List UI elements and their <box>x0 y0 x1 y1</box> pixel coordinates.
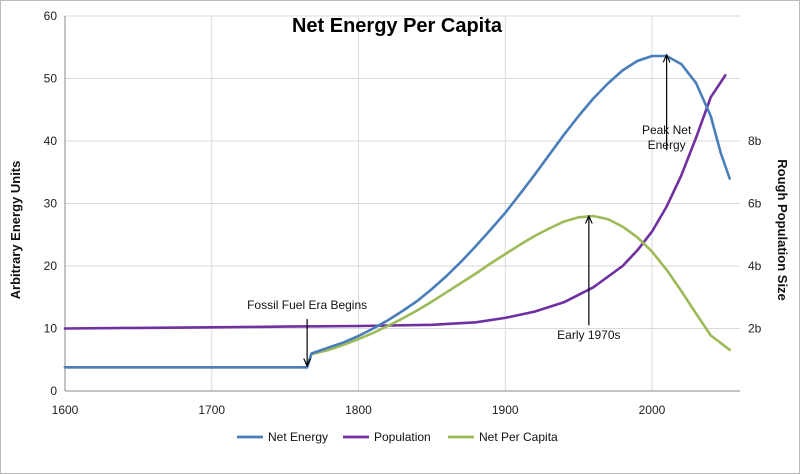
y-tick-label: 60 <box>44 9 58 23</box>
legend-label: Population <box>374 430 431 444</box>
x-tick-label: 1700 <box>198 403 225 417</box>
y2-tick-label: 2b <box>748 322 762 336</box>
legend: Net Energy Population Net Per Capita <box>237 430 558 444</box>
y-tick-label: 20 <box>44 259 58 273</box>
y-tick-label: 0 <box>50 384 57 398</box>
y2-tick-label: 4b <box>748 259 762 273</box>
legend-label: Net Per Capita <box>479 430 558 444</box>
y2-tick-label: 8b <box>748 134 762 148</box>
y-tick-label: 40 <box>44 134 58 148</box>
x-tick-label: 1800 <box>345 403 372 417</box>
y2-axis-title: Rough Population Size <box>775 159 790 301</box>
early-1970s-annotation: Early 1970s <box>557 216 621 342</box>
annotation-label: Peak Net <box>642 123 692 137</box>
y2-tick-label: 6b <box>748 197 762 211</box>
chart-title: Net Energy Per Capita <box>292 15 503 37</box>
x-tick-label: 2000 <box>639 403 666 417</box>
y-axis-title: Arbitrary Energy Units <box>8 161 23 300</box>
annotation-label: Fossil Fuel Era Begins <box>247 298 367 312</box>
series-line-population <box>63 74 727 330</box>
series-line-net-per-capita <box>63 214 731 369</box>
y-tick-label: 30 <box>44 197 58 211</box>
annotation-label: Energy <box>648 138 686 152</box>
annotation-label: Early 1970s <box>557 328 620 342</box>
legend-item-net-energy: Net Energy <box>237 430 328 444</box>
legend-item-population: Population <box>343 430 431 444</box>
legend-item-net-per-capita: Net Per Capita <box>448 430 558 444</box>
x-tick-label: 1600 <box>52 403 79 417</box>
fossil-fuel-annotation: Fossil Fuel Era Begins <box>247 298 367 366</box>
y-tick-label: 50 <box>44 72 58 86</box>
series-line-net-energy <box>63 54 731 369</box>
x-tick-label: 1900 <box>492 403 519 417</box>
legend-label: Net Energy <box>268 430 328 444</box>
y-tick-label: 10 <box>44 322 58 336</box>
